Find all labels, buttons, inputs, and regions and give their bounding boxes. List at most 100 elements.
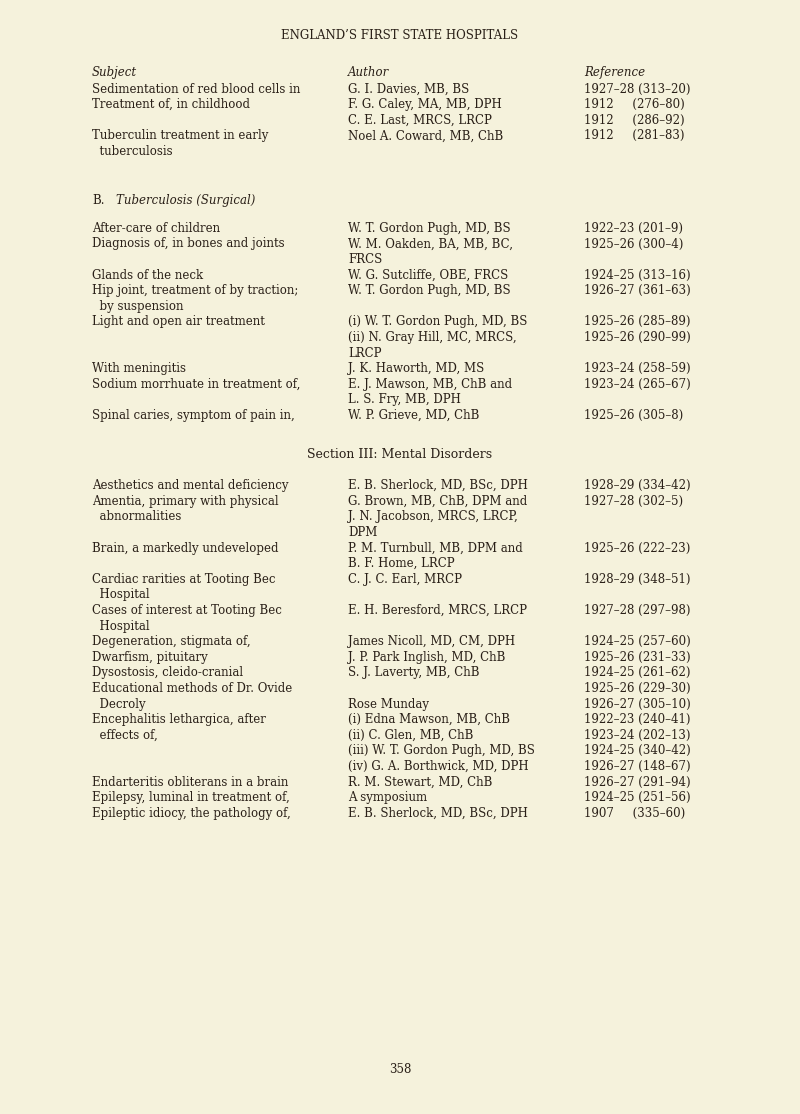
- Text: L. S. Fry, MB, DPH: L. S. Fry, MB, DPH: [348, 393, 461, 407]
- Text: 1924–25 (257–60): 1924–25 (257–60): [584, 635, 690, 648]
- Text: Hip joint, treatment of by traction;: Hip joint, treatment of by traction;: [92, 284, 298, 297]
- Text: 358: 358: [389, 1063, 411, 1076]
- Text: Dwarfism, pituitary: Dwarfism, pituitary: [92, 651, 208, 664]
- Text: (ii) N. Gray Hill, MC, MRCS,: (ii) N. Gray Hill, MC, MRCS,: [348, 331, 517, 344]
- Text: 1926–27 (305–10): 1926–27 (305–10): [584, 697, 690, 711]
- Text: Treatment of, in childhood: Treatment of, in childhood: [92, 98, 250, 111]
- Text: W. T. Gordon Pugh, MD, BS: W. T. Gordon Pugh, MD, BS: [348, 284, 510, 297]
- Text: E. B. Sherlock, MD, BSc, DPH: E. B. Sherlock, MD, BSc, DPH: [348, 479, 528, 492]
- Text: Diagnosis of, in bones and joints: Diagnosis of, in bones and joints: [92, 237, 285, 251]
- Text: LRCP: LRCP: [348, 346, 382, 360]
- Text: (i) Edna Mawson, MB, ChB: (i) Edna Mawson, MB, ChB: [348, 713, 510, 726]
- Text: B.: B.: [92, 194, 105, 207]
- Text: B. F. Home, LRCP: B. F. Home, LRCP: [348, 557, 454, 570]
- Text: After-care of children: After-care of children: [92, 222, 220, 235]
- Text: 1924–25 (340–42): 1924–25 (340–42): [584, 744, 690, 758]
- Text: 1926–27 (361–63): 1926–27 (361–63): [584, 284, 690, 297]
- Text: Cases of interest at Tooting Bec: Cases of interest at Tooting Bec: [92, 604, 282, 617]
- Text: G. Brown, MB, ChB, DPM and: G. Brown, MB, ChB, DPM and: [348, 495, 527, 508]
- Text: 1923–24 (265–67): 1923–24 (265–67): [584, 378, 690, 391]
- Text: Hospital: Hospital: [92, 619, 150, 633]
- Text: 1924–25 (313–16): 1924–25 (313–16): [584, 268, 690, 282]
- Text: Epilepsy, luminal in treatment of,: Epilepsy, luminal in treatment of,: [92, 791, 290, 804]
- Text: Epileptic idiocy, the pathology of,: Epileptic idiocy, the pathology of,: [92, 807, 290, 820]
- Text: Cardiac rarities at Tooting Bec: Cardiac rarities at Tooting Bec: [92, 573, 275, 586]
- Text: (iii) W. T. Gordon Pugh, MD, BS: (iii) W. T. Gordon Pugh, MD, BS: [348, 744, 535, 758]
- Text: 1925–26 (231–33): 1925–26 (231–33): [584, 651, 690, 664]
- Text: (ii) C. Glen, MB, ChB: (ii) C. Glen, MB, ChB: [348, 729, 474, 742]
- Text: 1925–26 (300–4): 1925–26 (300–4): [584, 237, 683, 251]
- Text: W. P. Grieve, MD, ChB: W. P. Grieve, MD, ChB: [348, 409, 479, 422]
- Text: Author: Author: [348, 66, 390, 79]
- Text: 1927–28 (297–98): 1927–28 (297–98): [584, 604, 690, 617]
- Text: C. J. C. Earl, MRCP: C. J. C. Earl, MRCP: [348, 573, 462, 586]
- Text: J. K. Haworth, MD, MS: J. K. Haworth, MD, MS: [348, 362, 484, 375]
- Text: 1922–23 (201–9): 1922–23 (201–9): [584, 222, 683, 235]
- Text: Sedimentation of red blood cells in: Sedimentation of red blood cells in: [92, 82, 300, 96]
- Text: 1922–23 (240–41): 1922–23 (240–41): [584, 713, 690, 726]
- Text: 1926–27 (148–67): 1926–27 (148–67): [584, 760, 690, 773]
- Text: F. G. Caley, MA, MB, DPH: F. G. Caley, MA, MB, DPH: [348, 98, 502, 111]
- Text: James Nicoll, MD, CM, DPH: James Nicoll, MD, CM, DPH: [348, 635, 515, 648]
- Text: 1925–26 (222–23): 1925–26 (222–23): [584, 541, 690, 555]
- Text: 1928–29 (348–51): 1928–29 (348–51): [584, 573, 690, 586]
- Text: 1928–29 (334–42): 1928–29 (334–42): [584, 479, 690, 492]
- Text: Sodium morrhuate in treatment of,: Sodium morrhuate in treatment of,: [92, 378, 300, 391]
- Text: 1924–25 (251–56): 1924–25 (251–56): [584, 791, 690, 804]
- Text: Hospital: Hospital: [92, 588, 150, 602]
- Text: 1912     (286–92): 1912 (286–92): [584, 114, 685, 127]
- Text: G. I. Davies, MB, BS: G. I. Davies, MB, BS: [348, 82, 470, 96]
- Text: 1907     (335–60): 1907 (335–60): [584, 807, 686, 820]
- Text: ENGLAND’S FIRST STATE HOSPITALS: ENGLAND’S FIRST STATE HOSPITALS: [282, 29, 518, 42]
- Text: C. E. Last, MRCS, LRCP: C. E. Last, MRCS, LRCP: [348, 114, 492, 127]
- Text: W. G. Sutcliffe, OBE, FRCS: W. G. Sutcliffe, OBE, FRCS: [348, 268, 508, 282]
- Text: J. P. Park Inglish, MD, ChB: J. P. Park Inglish, MD, ChB: [348, 651, 506, 664]
- Text: J. N. Jacobson, MRCS, LRCP,: J. N. Jacobson, MRCS, LRCP,: [348, 510, 518, 524]
- Text: 1925–26 (285–89): 1925–26 (285–89): [584, 315, 690, 329]
- Text: Aesthetics and mental deficiency: Aesthetics and mental deficiency: [92, 479, 289, 492]
- Text: R. M. Stewart, MD, ChB: R. M. Stewart, MD, ChB: [348, 775, 492, 789]
- Text: (i) W. T. Gordon Pugh, MD, BS: (i) W. T. Gordon Pugh, MD, BS: [348, 315, 527, 329]
- Text: P. M. Turnbull, MB, DPM and: P. M. Turnbull, MB, DPM and: [348, 541, 522, 555]
- Text: Noel A. Coward, MB, ChB: Noel A. Coward, MB, ChB: [348, 129, 503, 143]
- Text: Amentia, primary with physical: Amentia, primary with physical: [92, 495, 278, 508]
- Text: A symposium: A symposium: [348, 791, 427, 804]
- Text: With meningitis: With meningitis: [92, 362, 186, 375]
- Text: Brain, a markedly undeveloped: Brain, a markedly undeveloped: [92, 541, 278, 555]
- Text: 1925–26 (305–8): 1925–26 (305–8): [584, 409, 683, 422]
- Text: FRCS: FRCS: [348, 253, 382, 266]
- Text: 1923–24 (202–13): 1923–24 (202–13): [584, 729, 690, 742]
- Text: Tuberculosis (Surgical): Tuberculosis (Surgical): [116, 194, 255, 207]
- Text: 1924–25 (261–62): 1924–25 (261–62): [584, 666, 690, 680]
- Text: 1912     (281–83): 1912 (281–83): [584, 129, 685, 143]
- Text: Endarteritis obliterans in a brain: Endarteritis obliterans in a brain: [92, 775, 288, 789]
- Text: 1927–28 (313–20): 1927–28 (313–20): [584, 82, 690, 96]
- Text: 1925–26 (229–30): 1925–26 (229–30): [584, 682, 690, 695]
- Text: Dysostosis, cleido-cranial: Dysostosis, cleido-cranial: [92, 666, 243, 680]
- Text: S. J. Laverty, MB, ChB: S. J. Laverty, MB, ChB: [348, 666, 479, 680]
- Text: tuberculosis: tuberculosis: [92, 145, 173, 158]
- Text: DPM: DPM: [348, 526, 378, 539]
- Text: 1927–28 (302–5): 1927–28 (302–5): [584, 495, 683, 508]
- Text: Rose Munday: Rose Munday: [348, 697, 429, 711]
- Text: (iv) G. A. Borthwick, MD, DPH: (iv) G. A. Borthwick, MD, DPH: [348, 760, 529, 773]
- Text: Light and open air treatment: Light and open air treatment: [92, 315, 265, 329]
- Text: E. H. Beresford, MRCS, LRCP: E. H. Beresford, MRCS, LRCP: [348, 604, 527, 617]
- Text: Reference: Reference: [584, 66, 645, 79]
- Text: Decroly: Decroly: [92, 697, 146, 711]
- Text: Glands of the neck: Glands of the neck: [92, 268, 203, 282]
- Text: effects of,: effects of,: [92, 729, 158, 742]
- Text: Encephalitis lethargica, after: Encephalitis lethargica, after: [92, 713, 266, 726]
- Text: Spinal caries, symptom of pain in,: Spinal caries, symptom of pain in,: [92, 409, 294, 422]
- Text: 1926–27 (291–94): 1926–27 (291–94): [584, 775, 690, 789]
- Text: 1925–26 (290–99): 1925–26 (290–99): [584, 331, 690, 344]
- Text: Subject: Subject: [92, 66, 137, 79]
- Text: Tuberculin treatment in early: Tuberculin treatment in early: [92, 129, 268, 143]
- Text: Degeneration, stigmata of,: Degeneration, stigmata of,: [92, 635, 250, 648]
- Text: by suspension: by suspension: [92, 300, 183, 313]
- Text: W. M. Oakden, BA, MB, BC,: W. M. Oakden, BA, MB, BC,: [348, 237, 513, 251]
- Text: 1923–24 (258–59): 1923–24 (258–59): [584, 362, 690, 375]
- Text: W. T. Gordon Pugh, MD, BS: W. T. Gordon Pugh, MD, BS: [348, 222, 510, 235]
- Text: E. J. Mawson, MB, ChB and: E. J. Mawson, MB, ChB and: [348, 378, 512, 391]
- Text: Section III: Mental Disorders: Section III: Mental Disorders: [307, 448, 493, 461]
